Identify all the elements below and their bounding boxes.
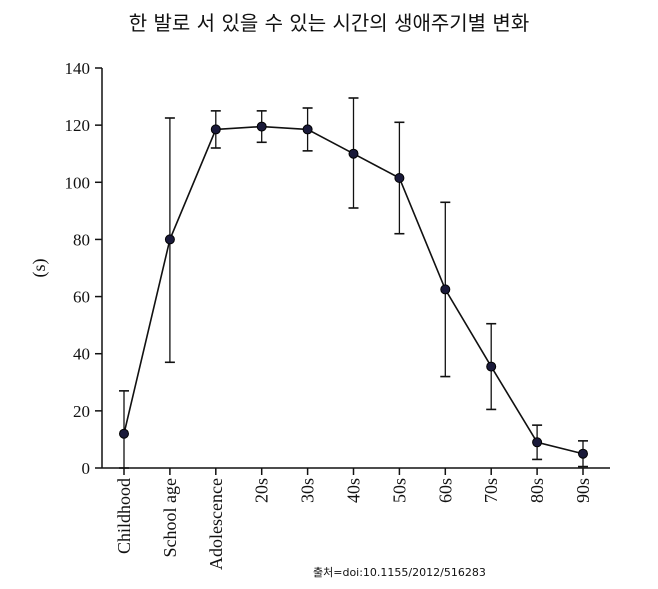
data-point [119,428,129,439]
data-point [578,448,588,459]
y-tick-label: 20 [73,402,90,421]
x-tick-label: Adolescence [206,478,226,570]
x-tick-label: 50s [389,478,409,503]
y-tick-label: 120 [65,116,91,135]
y-tick-label: 40 [73,345,90,364]
data-points [119,121,588,459]
x-tick-label: 60s [435,478,455,503]
data-point [486,361,497,372]
data-point [164,234,175,245]
y-axis-label: (s) [29,259,50,278]
data-point [532,437,543,448]
data-point [302,124,313,135]
x-tick-label: 80s [527,478,547,503]
data-point [394,173,405,183]
data-point [348,148,359,159]
y-tick-label: 0 [82,459,91,478]
x-tick-label: 20s [252,478,272,503]
x-tick-label: School age [160,478,180,557]
chart-title: 한 발로 서 있을 수 있는 시간의 생애주기별 변화 [129,11,529,35]
x-tick-label: 30s [298,478,318,503]
x-tick-label: Childhood [114,478,134,554]
source-note: 출처=doi:10.1155/2012/516283 [313,566,486,579]
data-point [210,124,221,135]
y-ticks: 0 20 40 60 80 100 120 140 [65,59,102,478]
y-tick-label: 140 [65,59,91,78]
x-tick-label: 40s [344,478,364,503]
y-tick-label: 100 [65,173,91,192]
data-point [440,284,451,295]
data-point [256,121,267,132]
x-tick-label: 70s [481,478,501,503]
x-ticks: Childhood School age Adolescence 20s 30s 40s 5… [114,468,593,570]
y-tick-label: 80 [73,230,90,249]
y-tick-label: 60 [73,288,90,307]
x-tick-label: 90s [573,478,593,503]
